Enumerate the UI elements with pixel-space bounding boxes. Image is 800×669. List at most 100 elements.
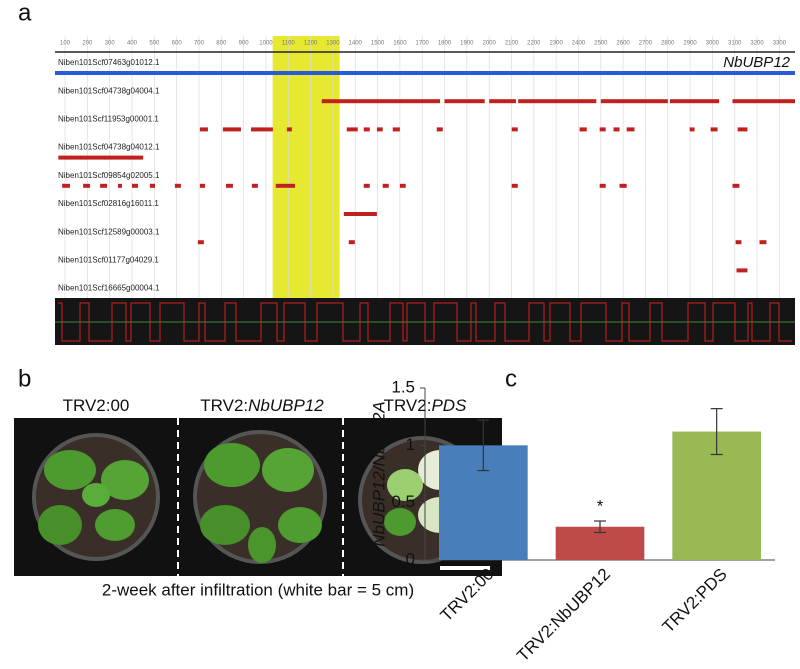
hit [197,240,204,245]
hit [489,99,516,104]
ruler-label: 1900 [460,41,474,47]
hit [250,127,273,132]
panel-label: c [505,365,517,392]
photo-label: TRV2:00 [63,396,130,415]
hit [392,127,400,132]
hit [382,183,389,188]
track-name: Niben101Scf04738g04012.1 [58,143,160,152]
overview-trace [58,302,792,342]
ruler-label: 2600 [616,41,630,47]
hit [55,71,795,75]
hit [710,127,718,132]
hit [737,127,748,132]
ruler-label: 400 [127,41,138,47]
hit [149,183,156,188]
hit [199,127,208,132]
ruler-label: 2300 [549,41,563,47]
hit [626,127,635,132]
track-name: Niben101Scf07463g01012.1 [58,58,160,67]
ruler-label: 1300 [326,41,340,47]
hit [736,268,748,273]
label-gene: PDS [431,396,467,415]
y-tick-label: 0.5 [391,492,415,511]
ruler-label: 2200 [527,41,541,47]
hit [83,183,91,188]
ruler-label: 300 [105,41,116,47]
hit [348,240,355,245]
track-name: Niben101Scf04738g04004.1 [58,86,160,95]
ruler-label: 1400 [349,41,363,47]
ruler-label: 3200 [750,41,764,47]
hit [321,99,441,104]
hit [511,127,518,132]
panel-a: 100 200 300 400 500 600 700 800 900 1000 1100 1200 1… [55,36,795,345]
label-text: TRV2: [200,396,248,415]
track-name: Niben101Scf16665g00004.1 [58,284,160,293]
y-tick-label: 1 [406,435,415,454]
hit [735,240,742,245]
track-name: Niben101Scf12589g00003.1 [58,227,160,236]
hit [286,127,292,132]
plant-photo [32,433,160,561]
x-tick-label: TRV2:PDS [659,565,731,637]
label-gene: NbUBP12 [248,396,324,415]
track-name: Niben101Scf01177g04029.1 [58,256,159,265]
ruler-label: 600 [172,41,183,47]
x-tick-label: TRV2:NbUBP12 [513,565,614,666]
hit [199,183,206,188]
hit [599,127,606,132]
ruler-label: 2900 [683,41,697,47]
y-axis-label: NbUBP12/NbPP2A [369,401,388,547]
hit [436,127,443,132]
ruler-label: 2500 [594,41,608,47]
y-tick-label: 0 [406,549,415,568]
panel-label: b [18,365,31,392]
hit [363,183,370,188]
panel-label: a [18,0,32,26]
photo-label: TRV2:PDS [384,396,467,415]
panel-b: TRV2:00 TRV2:NbUBP12 TRV2:PDS 2-week aft… [14,396,502,599]
ruler-label: 1600 [393,41,407,47]
ruler-label: 100 [60,41,71,47]
hit [174,183,181,188]
gene-label: NbUBP12 [723,54,790,71]
ruler-label: 500 [149,41,160,47]
ruler-label: 1500 [371,41,385,47]
hit [599,183,606,188]
hit [732,99,795,104]
ruler-label: 3100 [728,41,742,47]
hit [732,183,740,188]
ruler-label: 1100 [282,41,296,47]
label-text: TRV2: [384,396,432,415]
ruler-label: 3000 [706,41,720,47]
annotation: * [597,496,604,515]
ruler-label: 800 [216,41,227,47]
hit [343,212,377,216]
ruler-label: 200 [82,41,93,47]
plant-photo [193,430,327,564]
ruler-label: 1000 [259,41,273,47]
hit [275,183,295,188]
highlight [272,36,340,298]
ruler-label: 1700 [416,41,430,47]
track-name: Niben101Scf09854g02005.1 [58,171,160,180]
hit [100,183,108,188]
hit [759,240,767,245]
caption: 2-week after infiltration (white bar = 5… [102,580,414,599]
hit [613,127,620,132]
track-name: Niben101Scf11953g00001.1 [58,115,159,124]
y-tick-label: 1.5 [391,377,415,396]
hit [689,127,695,132]
hit [444,99,485,104]
ruler-label: 2800 [661,41,675,47]
hit [62,183,70,188]
ruler-label: 2700 [639,41,653,47]
ruler-label: 900 [239,41,250,47]
hit [363,127,370,132]
hit [399,183,406,188]
ruler-label: 2400 [572,41,586,47]
hit [619,183,627,188]
ruler-label: 1200 [304,41,318,47]
hit [117,183,122,188]
